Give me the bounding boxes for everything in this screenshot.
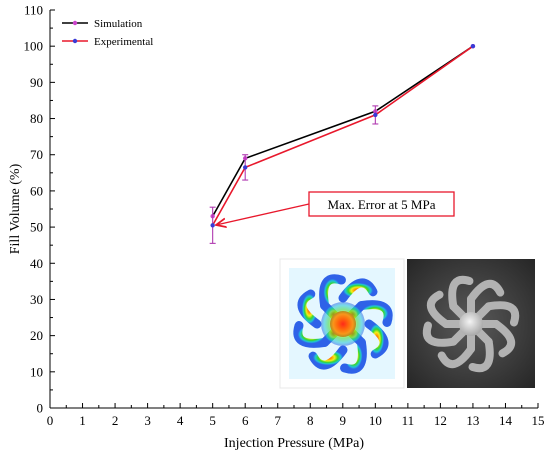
petal-loop	[422, 321, 458, 347]
petal-loop	[492, 320, 516, 358]
petal-loop	[437, 345, 475, 369]
y-axis-title: Fill Volume (%)	[8, 163, 23, 254]
x-tick-label: 0	[47, 413, 54, 428]
series-line-simulation	[211, 45, 474, 217]
data-point-experimental	[470, 43, 476, 49]
x-tick-label: 7	[274, 413, 281, 428]
y-tick-label: 110	[24, 3, 43, 18]
x-tick-label: 3	[144, 413, 151, 428]
x-axis-title: Injection Pressure (MPa)	[224, 436, 364, 451]
x-tick-label: 1	[79, 413, 86, 428]
x-tick-label: 10	[369, 413, 382, 428]
petal-loop	[356, 300, 393, 327]
petal-loop	[364, 319, 389, 359]
petal-loop	[297, 289, 322, 329]
annotation-text: Max. Error at 5 MPa	[328, 197, 436, 212]
y-tick-label: 100	[24, 39, 44, 54]
y-tick-label: 10	[30, 364, 43, 379]
petal-loop	[448, 275, 474, 311]
simulation-fill-contour-flower	[279, 258, 405, 389]
y-tick-label: 50	[30, 220, 43, 235]
axes: 0 1 2 3 4 5 6 7 8 9 10 11 12 13 14 15 01020304050607080…	[8, 3, 545, 452]
petal-loop	[338, 278, 378, 303]
legend-label-experimental: Experimental	[94, 36, 153, 48]
x-tick-label: 11	[402, 413, 415, 428]
y-tick-label: 20	[30, 328, 43, 343]
x-tick-label: 2	[112, 413, 119, 428]
y-tick-label: 30	[30, 292, 43, 307]
y-tick-label: 0	[37, 401, 44, 416]
y-tick-label: 70	[30, 147, 43, 162]
x-tick-label: 13	[466, 413, 479, 428]
x-tick-label: 6	[242, 413, 249, 428]
y-tick-label: 40	[30, 256, 43, 271]
legend-label-simulation: Simulation	[94, 18, 143, 30]
x-tick-label: 15	[532, 413, 545, 428]
data-point-experimental	[210, 223, 215, 228]
petal-loop	[308, 345, 348, 370]
x-tick-label: 5	[209, 413, 216, 428]
petal-loop	[340, 337, 367, 374]
legend-marker-experimental	[72, 38, 78, 44]
petal-loop	[319, 274, 346, 311]
petal-loop	[468, 337, 494, 373]
petal-loop	[293, 321, 330, 348]
legend-marker-simulation	[72, 20, 78, 26]
data-point-experimental	[373, 112, 378, 118]
x-axis-ticks: 0 1 2 3 4 5 6 7 8 9 10 11 12 13 14 15	[47, 403, 545, 428]
plot-area	[209, 43, 476, 244]
data-point-experimental	[243, 165, 248, 170]
annotation-arrow	[216, 203, 310, 225]
max-error-annotation: Max. Error at 5 MPa	[216, 191, 455, 225]
x-tick-label: 12	[434, 413, 447, 428]
y-tick-label: 60	[30, 183, 43, 198]
y-tick-label: 80	[30, 111, 43, 126]
legend: Simulation Experimental	[62, 18, 153, 48]
y-tick-label: 90	[30, 75, 43, 90]
x-tick-label: 4	[177, 413, 184, 428]
x-tick-label: 9	[340, 413, 347, 428]
molded-part-photo-flower	[407, 259, 535, 388]
petal-loop	[426, 290, 450, 328]
petal-loop	[484, 301, 520, 327]
x-tick-label: 8	[307, 413, 314, 428]
y-axis-ticks: 0 10 20 30 40 50 60 70 80 90 100 110	[24, 3, 55, 416]
series-line-experimental	[211, 45, 474, 226]
annotation-box	[308, 191, 455, 217]
x-tick-label: 14	[499, 413, 513, 428]
petal-loop	[467, 279, 505, 303]
